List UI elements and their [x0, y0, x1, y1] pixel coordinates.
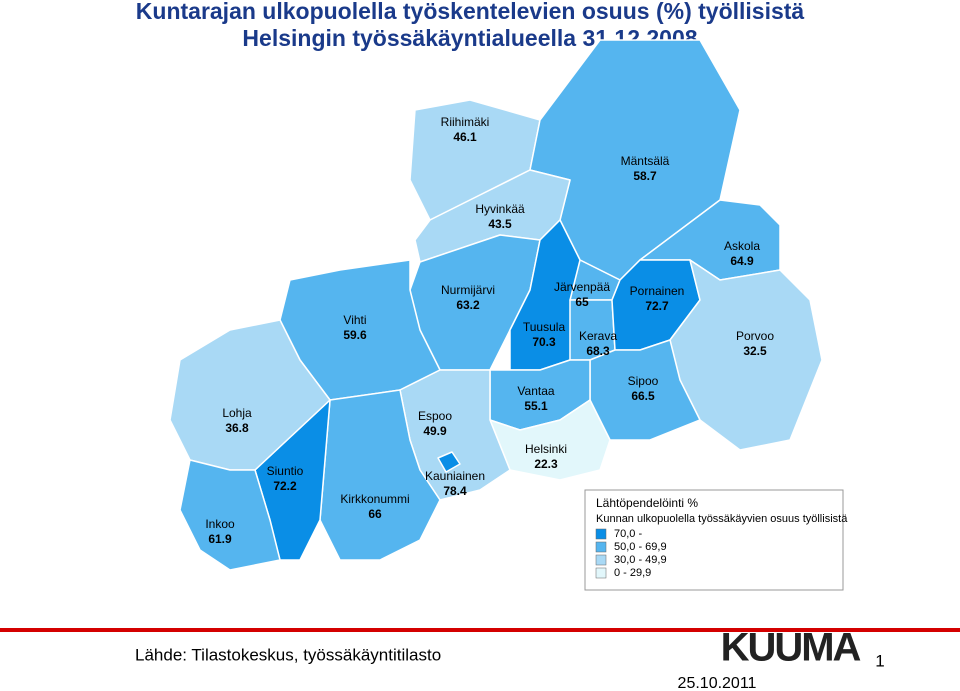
title-line: Kuntarajan ulkopuolella työskentelevien …	[136, 0, 805, 24]
region-value: 63.2	[456, 298, 480, 312]
region-name: Helsinki	[525, 442, 567, 456]
region-value: 55.1	[524, 399, 548, 413]
region-value: 58.7	[633, 169, 657, 183]
region-value: 72.2	[273, 479, 297, 493]
legend-swatch	[595, 554, 607, 566]
region	[437, 451, 461, 473]
legend-swatch	[595, 567, 607, 579]
region-value: 65	[575, 295, 589, 309]
region-name: Nurmijärvi	[441, 283, 495, 297]
region-name: Askola	[724, 239, 760, 253]
region-value: 59.6	[343, 328, 367, 342]
page-number: 1	[875, 651, 884, 670]
date: 25.10.2011	[678, 675, 757, 691]
region-value: 66	[368, 507, 382, 521]
region-name: Pornainen	[630, 284, 685, 298]
region	[179, 459, 281, 571]
footer-rule	[0, 628, 960, 632]
legend-items: 70,0 -50,0 - 69,930,0 - 49,90 - 29,9	[595, 528, 667, 579]
legend-title: Lähtöpendelöinti %	[596, 496, 698, 510]
region-value: 46.1	[453, 130, 477, 144]
region-name: Kerava	[579, 329, 617, 343]
region-value: 61.9	[208, 532, 232, 546]
region-name: Porvoo	[736, 329, 774, 343]
region-name: Inkoo	[205, 517, 235, 531]
logo: KUUMA	[721, 626, 861, 670]
region-value: 36.8	[225, 421, 249, 435]
region-value: 72.7	[645, 299, 669, 313]
legend-label: 50,0 - 69,9	[614, 541, 667, 553]
region-name: Riihimäki	[441, 115, 490, 129]
region	[489, 399, 611, 481]
legend-label: 70,0 -	[614, 528, 642, 540]
legend-label: 0 - 29,9	[614, 567, 651, 579]
region-name: Hyvinkää	[475, 202, 525, 216]
legend-swatch	[595, 541, 607, 553]
region-name: Kauniainen	[425, 469, 485, 483]
region-name: Espoo	[418, 409, 452, 423]
region-name: Tuusula	[523, 320, 566, 334]
region-name: Vantaa	[517, 384, 554, 398]
region-name: Vihti	[343, 313, 366, 327]
legend: Lähtöpendelöinti % Kunnan ulkopuolella t…	[584, 489, 848, 591]
legend-subtitle: Kunnan ulkopuolella työssäkäyvien osuus …	[596, 513, 848, 525]
region-value: 49.9	[423, 424, 447, 438]
legend-label: 30,0 - 49,9	[614, 554, 667, 566]
region-name: Siuntio	[267, 464, 304, 478]
region-value: 68.3	[586, 344, 610, 358]
region-name: Järvenpää	[554, 280, 610, 294]
region-name: Mäntsälä	[621, 154, 670, 168]
region-value: 70.3	[532, 335, 556, 349]
region-value: 32.5	[743, 344, 767, 358]
region-value: 66.5	[631, 389, 655, 403]
region-name: Sipoo	[628, 374, 659, 388]
map	[169, 39, 823, 571]
region-name: Lohja	[222, 406, 252, 420]
region-value: 22.3	[534, 457, 558, 471]
region-name: Kirkkonummi	[340, 492, 409, 506]
source: Lähde: Tilastokeskus, työssäkäyntitilast…	[135, 645, 441, 664]
region-value: 64.9	[730, 254, 754, 268]
region-value: 78.4	[443, 484, 467, 498]
legend-box	[584, 489, 844, 591]
region-value: 43.5	[488, 217, 512, 231]
legend-swatch	[595, 528, 607, 540]
